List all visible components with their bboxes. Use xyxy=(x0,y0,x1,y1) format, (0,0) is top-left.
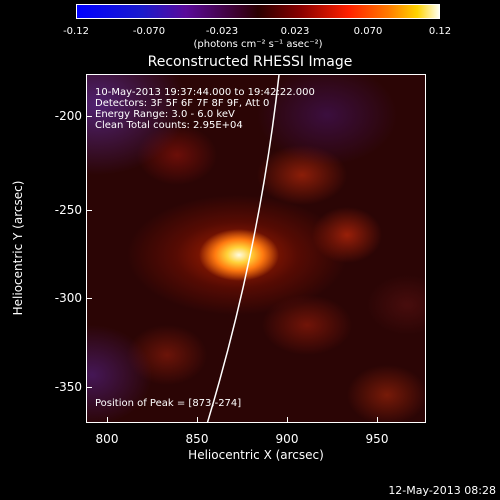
colorbar-tick: -0.12 xyxy=(63,26,89,37)
y-tick-mark xyxy=(86,387,92,388)
x-axis-label: Heliocentric X (arcsec) xyxy=(188,448,324,462)
info-detectors: Detectors: 3F 5F 6F 7F 8F 9F, Att 0 xyxy=(95,98,270,109)
x-tick-mark xyxy=(287,417,288,423)
render-timestamp: 12-May-2013 08:28 xyxy=(388,484,496,497)
x-tick-label: 950 xyxy=(365,432,389,446)
colorbar-tick: 0.023 xyxy=(280,26,310,37)
y-tick-mark xyxy=(86,210,92,211)
peak-position: Position of Peak = [873,-274] xyxy=(95,398,242,409)
image-title: Reconstructed RHESSI Image xyxy=(147,54,353,70)
y-tick-label: -200 xyxy=(54,109,82,123)
limb-curve xyxy=(206,75,280,422)
colorbar-tick: 0.12 xyxy=(428,26,452,37)
y-tick-label: -250 xyxy=(54,203,82,217)
solar-limb xyxy=(206,75,280,422)
rhessi-image-panel: 10-May-2013 19:37:44.000 to 19:42:22.000… xyxy=(86,74,426,423)
colorbar-units-label: (photons cm⁻² s⁻¹ asec⁻²) xyxy=(193,39,323,50)
x-tick-label: 850 xyxy=(185,432,209,446)
colorbar-tick: 0.070 xyxy=(353,26,383,37)
x-tick-mark xyxy=(107,417,108,423)
y-tick-mark xyxy=(86,298,92,299)
colorbar-tick: -0.023 xyxy=(205,26,239,37)
y-tick-label: -350 xyxy=(54,380,82,394)
colorbar xyxy=(76,4,440,19)
x-tick-mark xyxy=(197,417,198,423)
x-tick-mark xyxy=(377,417,378,423)
info-energy-range: Energy Range: 3.0 - 6.0 keV xyxy=(95,109,235,120)
colorbar-tick: -0.070 xyxy=(132,26,166,37)
info-time-range: 10-May-2013 19:37:44.000 to 19:42:22.000 xyxy=(95,87,315,98)
info-clean-counts: Clean Total counts: 2.95E+04 xyxy=(95,120,243,131)
y-axis-label: Heliocentric Y (arcsec) xyxy=(11,180,25,316)
flux-map xyxy=(87,75,425,422)
y-tick-mark xyxy=(86,116,92,117)
x-tick-label: 900 xyxy=(275,432,299,446)
x-tick-label: 800 xyxy=(95,432,119,446)
y-tick-label: -300 xyxy=(54,291,82,305)
